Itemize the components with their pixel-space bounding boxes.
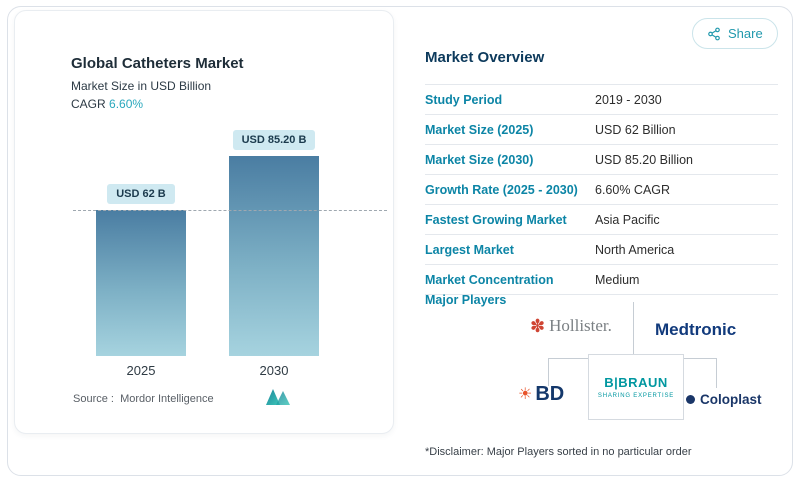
share-label: Share — [728, 26, 763, 41]
x-axis-label-2025: 2025 — [126, 363, 156, 378]
bar-value-chip-2025: USD 62 B — [107, 184, 175, 204]
reference-dashed-line — [73, 210, 387, 211]
table-row: Study Period 2019 - 2030 — [425, 84, 778, 115]
x-axis-label-2030: 2030 — [259, 363, 289, 378]
row-value: North America — [595, 242, 675, 257]
table-row: Growth Rate (2025 - 2030) 6.60% CAGR — [425, 175, 778, 205]
bd-sunburst-icon: ☀ — [518, 385, 533, 403]
market-overview-panel: Market Overview Study Period 2019 - 2030… — [408, 0, 788, 482]
row-value: USD 62 Billion — [595, 122, 676, 137]
connector-line — [716, 358, 717, 388]
bar-2030 — [229, 156, 319, 356]
coloplast-logo: Coloplast — [686, 392, 762, 407]
table-row: Market Size (2030) USD 85.20 Billion — [425, 145, 778, 175]
bar-group-2030: USD 85.20 B — [229, 130, 319, 356]
table-row: Fastest Growing Market Asia Pacific — [425, 205, 778, 235]
bar-2025 — [96, 210, 186, 356]
connector-line — [548, 358, 549, 386]
table-row: Largest Market North America — [425, 235, 778, 265]
bbraun-tagline: SHARING EXPERTISE — [597, 393, 675, 399]
row-label: Study Period — [425, 92, 503, 107]
row-value: 6.60% CAGR — [595, 182, 671, 197]
row-value: USD 85.20 Billion — [595, 152, 693, 167]
source-label: Source : — [73, 393, 114, 405]
table-row: Market Size (2025) USD 62 Billion — [425, 115, 778, 145]
bbraun-wordmark: B|BRAUN — [604, 375, 668, 390]
row-label: Market Size (2030) — [425, 152, 534, 167]
row-label: Growth Rate (2025 - 2030) — [425, 182, 578, 197]
hollister-flower-icon: ✽ — [530, 316, 546, 336]
chart-subtitle: Market Size in USD Billion — [71, 79, 212, 93]
chart-title: Global Catheters Market — [71, 55, 244, 72]
mordor-intelligence-logo-icon — [266, 389, 290, 405]
row-value: Asia Pacific — [595, 212, 660, 227]
bbraun-logo: B|BRAUN SHARING EXPERTISE — [588, 354, 684, 420]
share-button[interactable]: Share — [692, 18, 778, 49]
major-players-label: Major Players — [425, 293, 507, 307]
bar-group-2025: USD 62 B — [96, 184, 186, 356]
row-label: Market Concentration — [425, 272, 554, 287]
bar-value-chip-2030: USD 85.20 B — [232, 130, 316, 150]
chart-cagr: CAGR 6.60% — [71, 97, 143, 111]
chart-panel: Global Catheters Market Market Size in U… — [14, 10, 394, 434]
hollister-wordmark: Hollister. — [549, 316, 612, 335]
row-value: Medium — [595, 272, 640, 287]
cagr-value: 6.60% — [109, 97, 144, 111]
source-attribution: Source : Mordor Intelligence — [73, 393, 214, 405]
row-value: 2019 - 2030 — [595, 92, 662, 107]
row-label: Largest Market — [425, 242, 514, 257]
disclaimer-text: *Disclaimer: Major Players sorted in no … — [425, 446, 692, 458]
overview-title: Market Overview — [425, 49, 545, 66]
cagr-label: CAGR — [71, 97, 106, 111]
hollister-logo: ✽ Hollister. — [530, 316, 612, 336]
connector-line — [633, 302, 634, 358]
row-label: Market Size (2025) — [425, 122, 534, 137]
overview-table: Study Period 2019 - 2030 Market Size (20… — [425, 84, 778, 295]
table-row: Market Concentration Medium — [425, 265, 778, 295]
coloplast-globe-icon — [686, 395, 695, 404]
bd-logo: ☀ BD — [518, 383, 564, 406]
medtronic-logo: Medtronic — [655, 320, 737, 339]
coloplast-wordmark: Coloplast — [700, 392, 762, 407]
source-value: Mordor Intelligence — [120, 393, 214, 405]
row-label: Fastest Growing Market — [425, 212, 567, 227]
share-icon — [708, 27, 720, 40]
bd-wordmark: BD — [535, 383, 565, 405]
